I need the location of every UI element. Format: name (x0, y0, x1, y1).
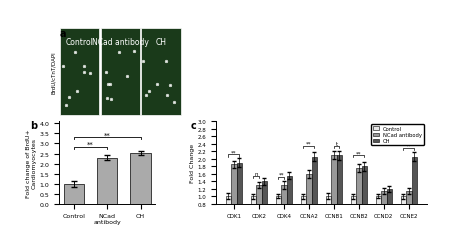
FancyBboxPatch shape (100, 29, 140, 116)
Text: **: ** (406, 143, 411, 148)
Text: b: b (30, 120, 37, 130)
Bar (306, 174, 311, 229)
Bar (331, 155, 337, 229)
Bar (411, 157, 417, 229)
Bar (276, 196, 281, 229)
Text: **: ** (356, 151, 362, 156)
Bar (256, 185, 262, 229)
Bar (337, 155, 342, 229)
Text: t: t (336, 141, 337, 146)
Bar (64, 184, 84, 204)
Text: **: ** (231, 150, 237, 155)
Text: **: ** (104, 132, 110, 138)
Bar (406, 191, 411, 229)
FancyBboxPatch shape (142, 29, 181, 116)
Bar (226, 196, 231, 229)
Bar (231, 165, 237, 229)
Text: BrdU/cTnT/DAPI: BrdU/cTnT/DAPI (51, 51, 55, 94)
Text: **: ** (306, 141, 311, 146)
Text: **: ** (278, 172, 284, 177)
Text: NCad antibody: NCad antibody (92, 38, 149, 47)
Bar (287, 176, 292, 229)
Bar (326, 196, 331, 229)
Bar (375, 196, 381, 229)
Y-axis label: Fold Change: Fold Change (190, 143, 195, 182)
Bar (262, 181, 267, 229)
Bar (381, 191, 387, 229)
Bar (362, 166, 367, 229)
FancyBboxPatch shape (60, 29, 100, 116)
Text: Control: Control (66, 38, 93, 47)
Text: c: c (191, 120, 197, 130)
Text: a: a (60, 29, 66, 39)
Bar (401, 196, 406, 229)
Bar (251, 196, 256, 229)
Legend: Control, NCad antibody, CH: Control, NCad antibody, CH (371, 125, 424, 146)
Bar (356, 169, 362, 229)
Bar (301, 196, 306, 229)
Text: n: n (255, 171, 258, 176)
Text: **: ** (87, 141, 94, 147)
Bar (237, 163, 242, 229)
Bar (311, 157, 317, 229)
Bar (97, 158, 117, 204)
Bar (130, 153, 151, 204)
Bar (351, 196, 356, 229)
Bar (281, 185, 287, 229)
Bar (387, 189, 392, 229)
Text: CH: CH (156, 38, 167, 47)
Y-axis label: Fold change of BrdU+
Cardiomyocytes: Fold change of BrdU+ Cardiomyocytes (26, 129, 37, 197)
